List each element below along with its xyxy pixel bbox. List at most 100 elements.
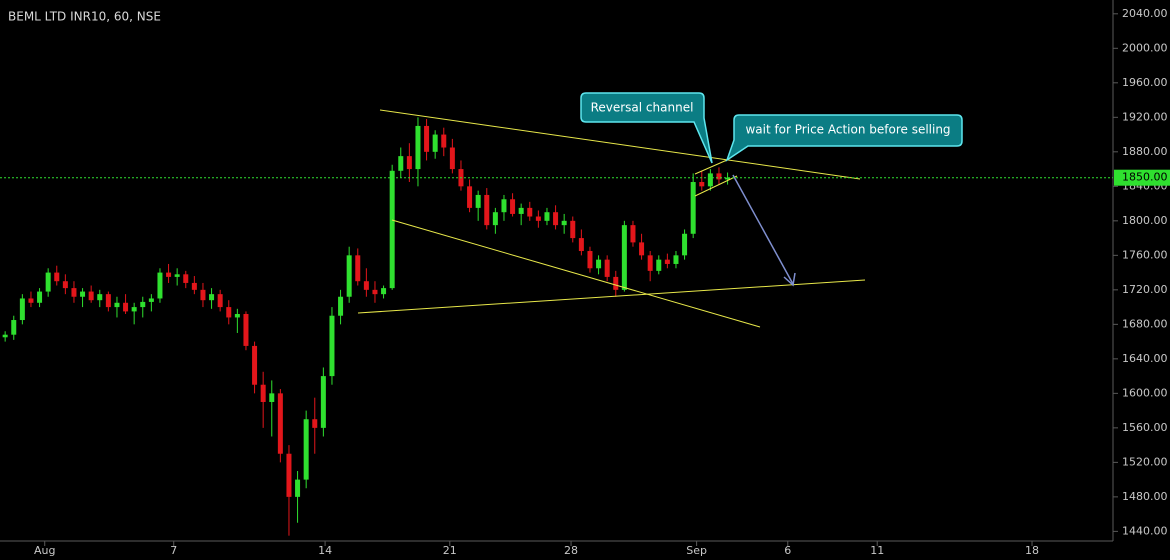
candle [553,205,559,230]
candle-body [80,291,86,297]
trendline [357,279,866,314]
candle-body [329,315,335,377]
candle [424,119,430,161]
candle-body [2,334,8,338]
candle [510,193,516,217]
candle [45,268,51,297]
candle-body [252,345,258,385]
trendline [694,159,728,175]
candle [639,233,645,260]
candle [209,288,215,309]
x-tick-label: 18 [1025,544,1039,557]
candle [140,296,146,318]
candle-body [11,320,17,335]
candle-body [535,216,541,221]
candle-body [363,281,369,290]
y-tick-label: 1880.00 [1122,145,1168,158]
candle [217,289,223,312]
callout-text: wait for Price Action before selling [745,123,950,137]
candle [699,170,705,191]
candle [673,251,679,269]
candle-body [587,251,593,269]
candle [260,371,266,428]
candle [355,248,361,286]
candle [88,285,94,303]
callout: wait for Price Action before selling [725,114,963,162]
candle [518,203,524,226]
candle [114,296,120,318]
candle-body [372,289,378,295]
candle-body [19,298,25,321]
chart-title: BEML LTD INR10, 60, NSE [8,10,161,24]
candle [226,300,232,325]
candle [484,188,490,230]
candle-body [467,186,473,208]
candle-body [174,274,180,277]
candle-body [286,453,292,497]
candle [647,251,653,282]
candle-body [37,291,43,303]
candle [329,307,335,385]
y-tick-label: 1680.00 [1122,317,1168,330]
candle-body [527,207,533,217]
candle [492,207,498,234]
candle [28,291,34,308]
candle [449,138,455,174]
candle [381,285,387,299]
candle-body [406,156,412,170]
candle [613,270,619,297]
candle-body [441,134,447,148]
candle [252,341,258,394]
x-tick-label: Sep [686,544,707,557]
candle [54,265,60,286]
candle [630,220,636,247]
candle [716,167,722,185]
y-tick-label: 2000.00 [1122,41,1168,54]
candle [338,289,344,325]
candle [183,270,189,289]
candle [148,294,154,312]
candle-body [277,393,283,454]
trendline [694,175,738,197]
candle-body [54,272,60,282]
candle-body [518,207,524,214]
x-tick-label: 6 [784,544,791,557]
candle [475,190,481,221]
x-tick-label: 28 [564,544,578,557]
candle [415,117,421,187]
candle [561,213,567,234]
candle-body [621,225,627,290]
candle [11,315,17,340]
candle-body [682,233,688,256]
candle-body [398,156,404,171]
candle [578,229,584,256]
candle-body [200,289,206,301]
candle-body [596,259,602,269]
candle-body [639,242,645,256]
y-tick-label: 1520.00 [1122,455,1168,468]
candle-body [320,376,326,428]
candle-body [664,259,670,264]
x-tick-label: 7 [170,544,177,557]
trendline [391,219,761,328]
candle [19,294,25,325]
candle-body [217,294,223,308]
candle [2,331,8,342]
candle-body [234,313,240,318]
candle-body [604,259,610,277]
candle [544,207,550,226]
last-price-label: 1850.00 [1122,171,1168,184]
candle-body [656,259,662,271]
candle-body [28,298,34,303]
candle [166,263,172,283]
x-tick-label: Aug [34,544,55,557]
trendlines [357,109,866,328]
candle [467,179,473,213]
candle [527,201,533,221]
candle [97,289,103,308]
candle [157,268,163,303]
candle [535,210,541,228]
candle-body [157,272,163,299]
candle-body [570,220,576,239]
